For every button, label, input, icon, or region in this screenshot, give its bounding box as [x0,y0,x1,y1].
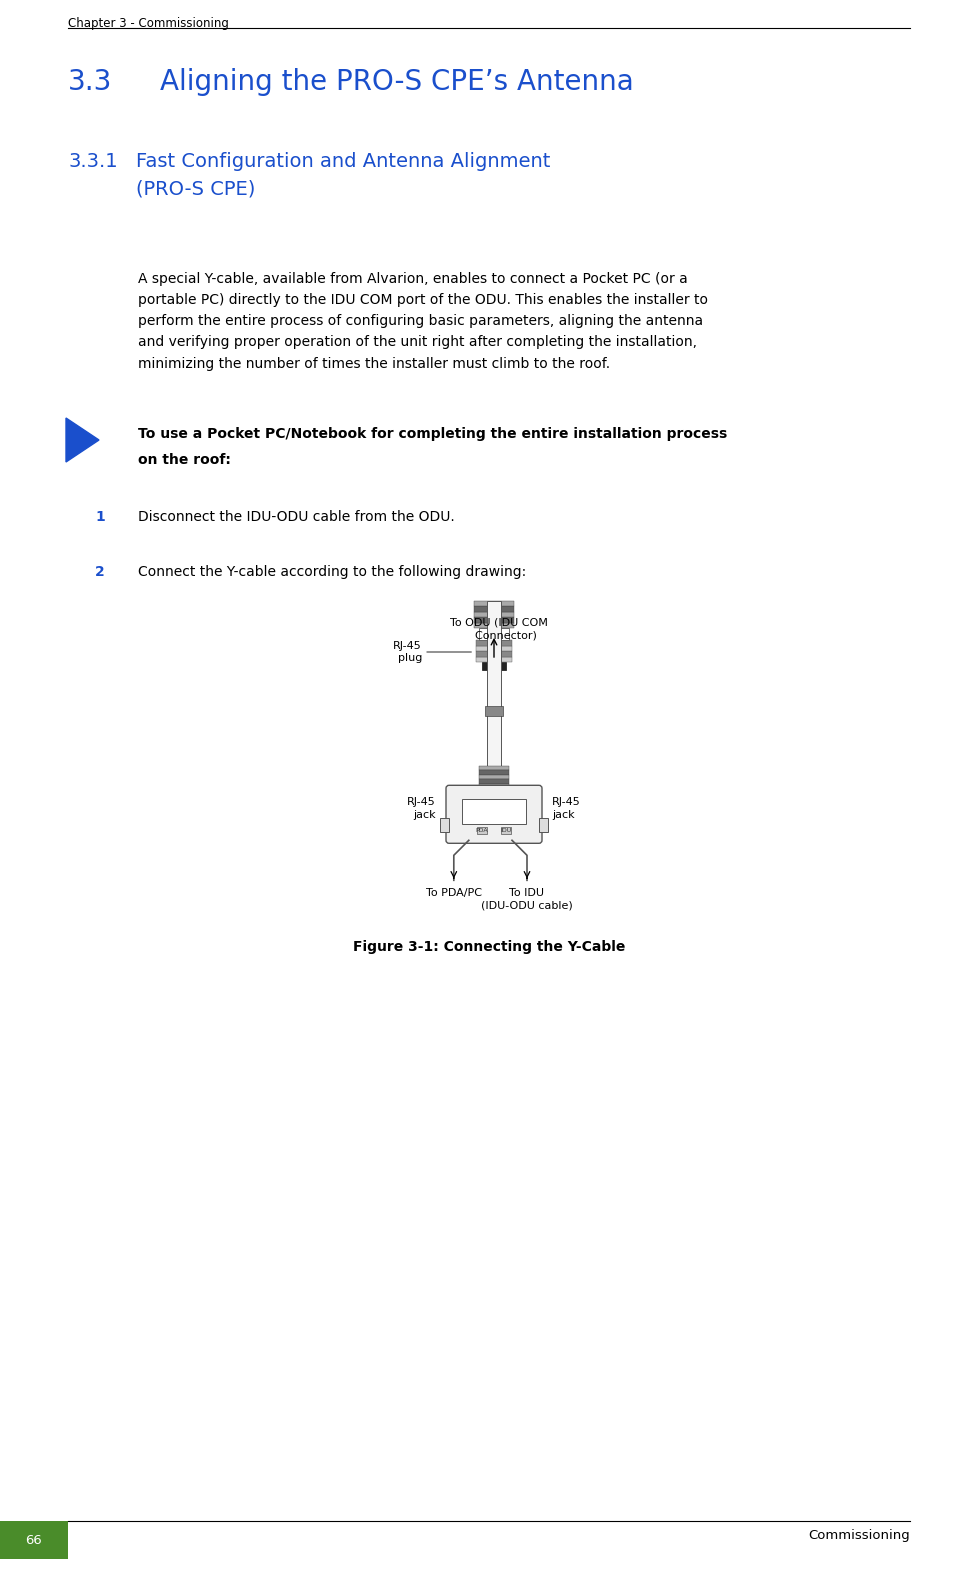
Text: Fast Configuration and Antenna Alignment
(PRO-S CPE): Fast Configuration and Antenna Alignment… [136,152,550,198]
Text: 1: 1 [95,511,105,523]
Polygon shape [65,417,99,462]
Bar [479,770,508,775]
Text: Chapter 3 - Commissioning: Chapter 3 - Commissioning [68,17,229,30]
Text: Disconnect the IDU-ODU cable from the ODU.: Disconnect the IDU-ODU cable from the OD… [138,511,454,523]
Bar [479,779,508,784]
Text: To IDU
(IDU-ODU cable): To IDU (IDU-ODU cable) [481,889,573,911]
Text: To ODU (IDU COM
    Connector): To ODU (IDU COM Connector) [449,618,547,640]
Bar [476,656,512,662]
Text: 2: 2 [95,564,105,579]
Bar [500,827,510,835]
Text: RJ-45
plug: RJ-45 plug [393,640,421,662]
Text: Figure 3-1: Connecting the Y-Cable: Figure 3-1: Connecting the Y-Cable [353,941,624,955]
Text: 3.3.1: 3.3.1 [68,152,117,171]
Bar [440,817,448,832]
Bar [479,775,508,779]
Text: A special Y-cable, available from Alvarion, enables to connect a Pocket PC (or a: A special Y-cable, available from Alvari… [138,272,707,370]
Bar [478,628,509,640]
Bar [474,601,513,606]
Bar [0,1521,68,1559]
Text: 3.3: 3.3 [68,68,112,96]
Bar [461,798,526,824]
Text: To PDA/PC: To PDA/PC [425,889,482,898]
Bar [479,765,508,770]
Bar [474,623,513,628]
Text: on the roof:: on the roof: [138,454,231,466]
Bar [477,827,487,835]
Bar [476,651,512,656]
Bar [538,817,547,832]
Bar [474,606,513,612]
Text: PDA: PDA [475,828,488,833]
Text: RJ-45
jack: RJ-45 jack [551,797,580,819]
Bar [482,662,505,670]
Text: Commissioning: Commissioning [807,1529,909,1541]
Text: Connect the Y-cable according to the following drawing:: Connect the Y-cable according to the fol… [138,564,526,579]
Bar [479,784,508,789]
Text: Aligning the PRO-S CPE’s Antenna: Aligning the PRO-S CPE’s Antenna [160,68,633,96]
Bar [487,601,500,765]
Text: 66: 66 [25,1534,42,1546]
Bar [474,612,513,617]
Bar [476,645,512,651]
Text: RJ-45
jack: RJ-45 jack [406,797,436,819]
Bar [485,705,502,716]
FancyBboxPatch shape [446,786,541,843]
Bar [476,640,512,645]
Bar [474,617,513,623]
Text: IDU: IDU [500,828,511,833]
Text: To use a Pocket PC/Notebook for completing the entire installation process: To use a Pocket PC/Notebook for completi… [138,427,727,441]
